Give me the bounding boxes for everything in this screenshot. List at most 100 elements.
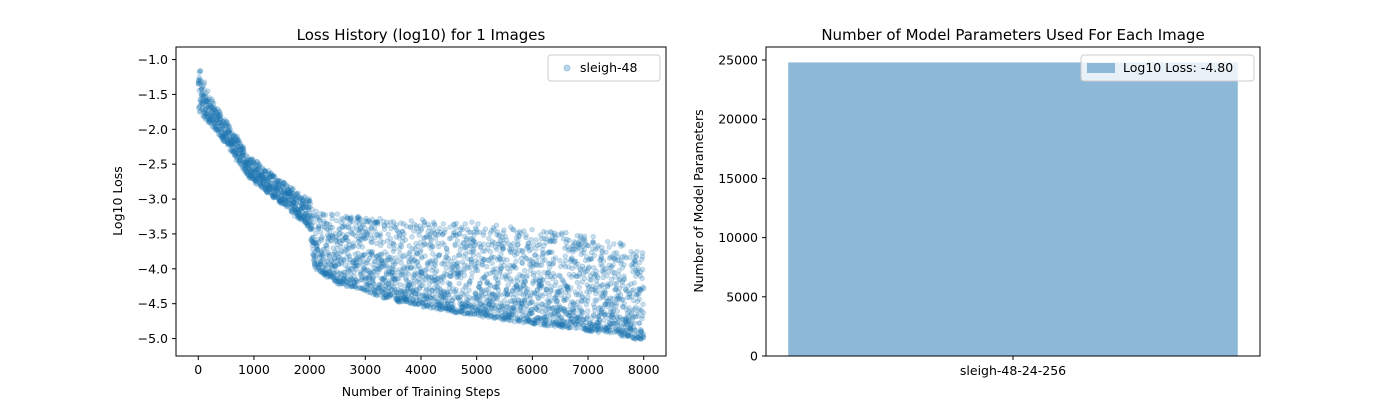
loss-point	[223, 122, 229, 129]
loss-point	[206, 116, 212, 123]
loss-point	[453, 287, 459, 293]
loss-point	[472, 242, 478, 248]
loss-point	[208, 109, 215, 115]
loss-point	[221, 127, 228, 133]
loss-point	[236, 146, 243, 153]
loss-point	[318, 229, 324, 236]
loss-point	[253, 176, 260, 182]
loss-point	[248, 175, 254, 182]
loss-point	[215, 120, 221, 126]
loss-point	[418, 247, 424, 254]
loss-point	[249, 172, 255, 179]
loss-point	[204, 114, 211, 120]
loss-point	[233, 146, 239, 153]
loss-point	[524, 272, 530, 278]
loss-point	[226, 128, 232, 134]
loss-point	[539, 283, 545, 289]
loss-point	[258, 171, 265, 177]
loss-scatter-points	[195, 68, 647, 342]
loss-point	[225, 127, 231, 134]
loss-point	[244, 159, 250, 166]
loss-point	[218, 122, 225, 129]
loss-point	[259, 165, 266, 171]
loss-point	[225, 122, 231, 128]
loss-point	[202, 107, 209, 113]
loss-point	[195, 79, 202, 85]
loss-point	[244, 171, 250, 177]
loss-point	[253, 178, 260, 184]
loss-point	[238, 157, 244, 164]
loss-point	[199, 101, 206, 107]
loss-point	[402, 237, 409, 243]
loss-point	[214, 114, 220, 120]
loss-point	[258, 169, 264, 175]
loss-point	[214, 127, 220, 134]
loss-point	[529, 226, 535, 233]
loss-point	[209, 123, 215, 130]
loss-point	[586, 264, 592, 270]
loss-point	[257, 173, 263, 179]
loss-point	[201, 106, 208, 113]
loss-point	[461, 272, 468, 279]
loss-point	[227, 141, 234, 147]
loss-point	[436, 243, 442, 250]
loss-point	[504, 257, 510, 263]
loss-point	[256, 162, 263, 168]
loss-point	[228, 131, 234, 137]
loss-point	[359, 244, 366, 250]
loss-point	[255, 164, 262, 170]
loss-point	[264, 187, 270, 194]
loss-point	[209, 100, 215, 106]
loss-point	[239, 162, 245, 168]
loss-point	[442, 226, 448, 233]
loss-point	[512, 291, 519, 298]
loss-point	[208, 113, 215, 120]
loss-point	[636, 320, 643, 326]
loss-point	[205, 107, 211, 114]
loss-point	[210, 117, 216, 123]
loss-point	[640, 309, 647, 316]
loss-point	[513, 265, 519, 271]
loss-point	[498, 251, 504, 257]
loss-point	[237, 154, 243, 161]
loss-point	[224, 137, 231, 144]
loss-point	[252, 178, 259, 184]
loss-point	[201, 113, 207, 120]
loss-point	[246, 174, 252, 180]
loss-point	[265, 177, 271, 184]
loss-point	[257, 180, 264, 187]
loss-point	[244, 160, 251, 166]
loss-point	[263, 185, 269, 191]
loss-point	[212, 110, 218, 117]
loss-point	[231, 132, 237, 139]
loss-point	[436, 252, 443, 258]
loss-point	[263, 168, 269, 175]
loss-point	[324, 244, 330, 251]
loss-point	[211, 121, 218, 127]
loss-point	[393, 258, 400, 265]
loss-point	[204, 110, 211, 117]
loss-point	[261, 179, 267, 186]
loss-point	[475, 221, 481, 227]
loss-point	[265, 178, 271, 185]
loss-point	[249, 174, 255, 180]
loss-point	[201, 79, 208, 85]
loss-point	[614, 308, 620, 314]
loss-point	[236, 137, 242, 144]
loss-point	[246, 175, 253, 181]
loss-point	[256, 161, 262, 167]
loss-point	[238, 144, 245, 150]
loss-history-chart: Loss History (log10) for 1 Images 0 1000 2…	[110, 26, 667, 399]
loss-point	[256, 176, 262, 182]
loss-point	[600, 258, 607, 264]
loss-point	[245, 162, 252, 168]
loss-point	[259, 177, 266, 183]
loss-point	[250, 174, 256, 180]
loss-point	[210, 113, 217, 120]
loss-point	[236, 151, 242, 157]
loss-point	[450, 301, 456, 307]
loss-point	[252, 168, 258, 174]
loss-point	[215, 120, 221, 127]
params-y-tick-label: 20000	[718, 112, 758, 127]
loss-point	[198, 86, 205, 92]
